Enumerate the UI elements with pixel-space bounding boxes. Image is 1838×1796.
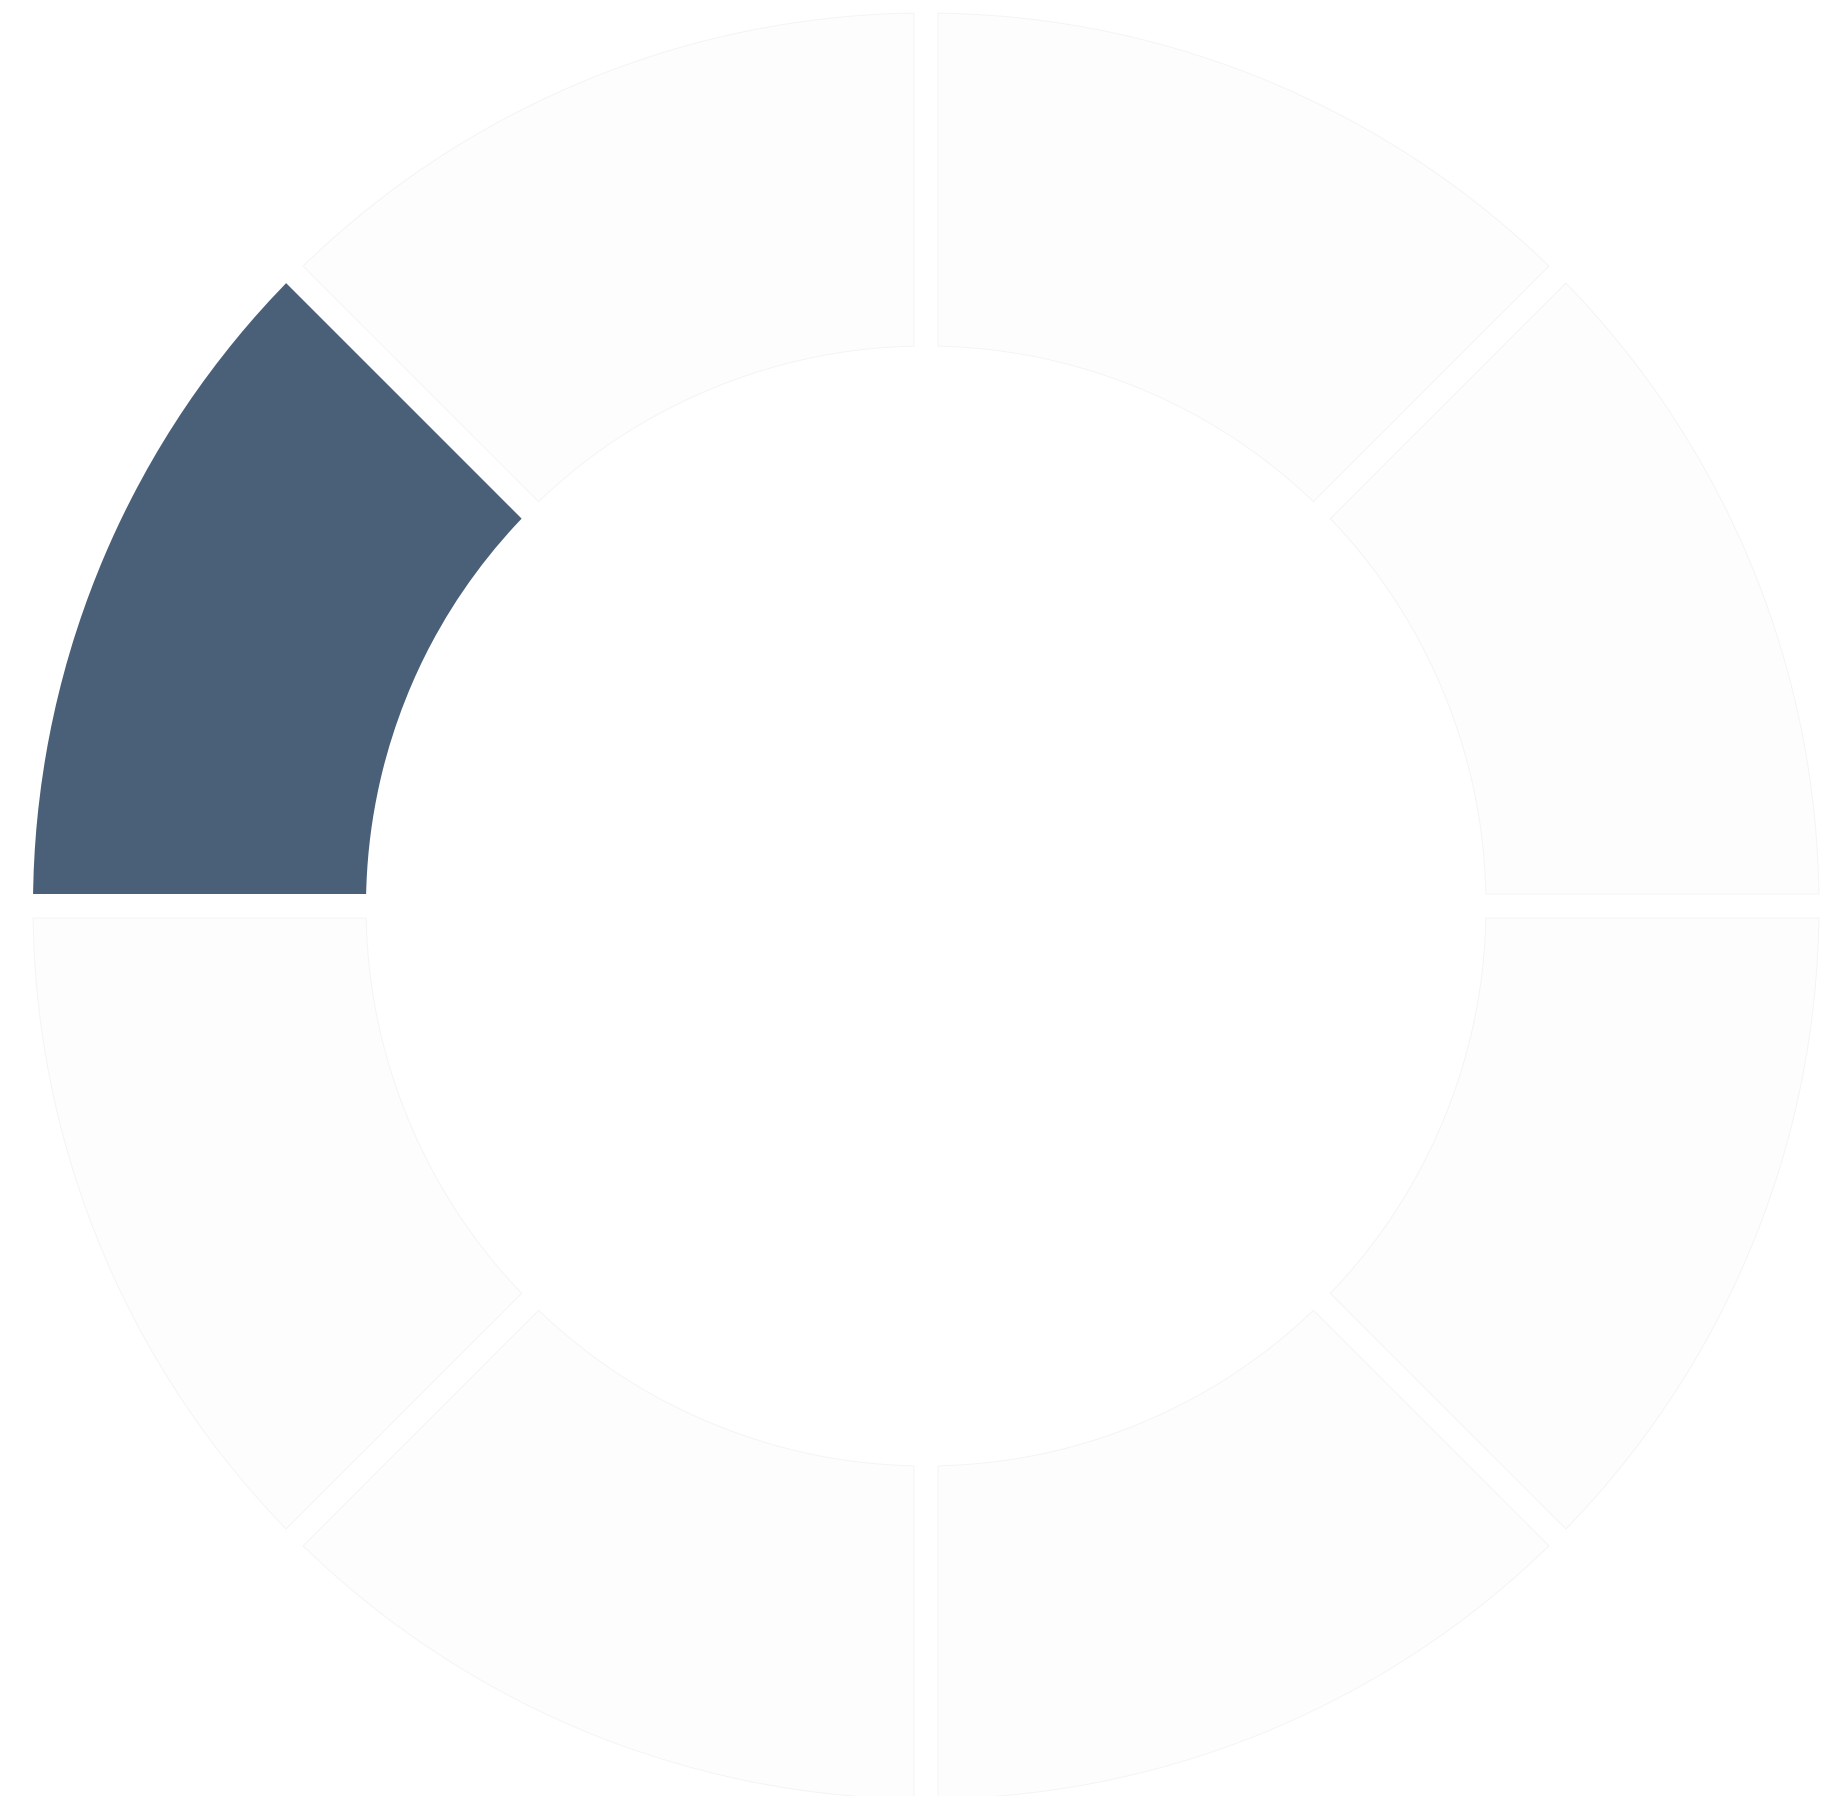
spinner-segment — [302, 1309, 915, 1796]
spinner-segment — [937, 1309, 1550, 1796]
spinner-segment — [937, 12, 1550, 503]
spinner-segment — [302, 12, 915, 503]
spinner-segment-active — [33, 283, 522, 895]
spinner-segment — [1329, 917, 1820, 1530]
spinner-segment — [1329, 282, 1820, 895]
spinner-segment — [32, 917, 523, 1530]
